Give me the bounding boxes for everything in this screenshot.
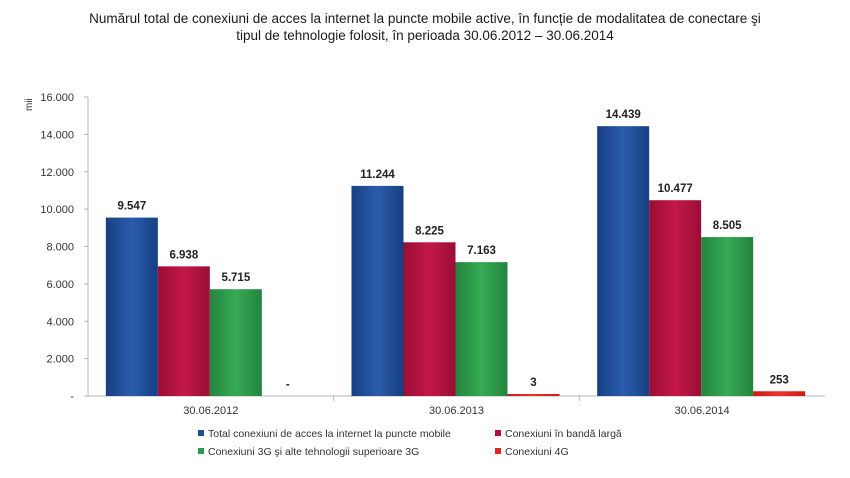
bar xyxy=(701,237,754,396)
data-label: 253 xyxy=(770,374,789,386)
data-label: 14.439 xyxy=(606,109,641,121)
bar xyxy=(507,394,560,396)
y-tick-label: 8.000 xyxy=(46,242,74,254)
bar xyxy=(455,262,508,396)
data-label: 8.225 xyxy=(415,225,444,237)
data-label: 5.715 xyxy=(221,272,250,284)
y-axis-unit-label: mii xyxy=(24,98,35,111)
legend-swatch xyxy=(198,430,204,436)
chart-title: Numărul total de conexiuni de acces la i… xyxy=(0,10,850,44)
y-tick-label: 16.000 xyxy=(40,92,74,104)
y-tick-label: 2.000 xyxy=(46,354,74,366)
data-labels: 9.547 6.938 5.715 - 11.244 8.225 7.163 3 14.439 1… xyxy=(117,109,788,391)
bar xyxy=(209,289,262,396)
data-label: - xyxy=(286,379,290,391)
x-tick-label: 30.06.2013 xyxy=(429,405,484,417)
data-label: 8.505 xyxy=(713,220,742,232)
y-tick-label: 10.000 xyxy=(40,204,74,216)
y-tick-label: 14.000 xyxy=(40,129,74,141)
legend-label: Conexiuni în bandă largă xyxy=(505,428,622,440)
y-tick-label: 12.000 xyxy=(40,167,74,179)
data-label: 9.547 xyxy=(117,201,146,213)
y-tick-label: - xyxy=(70,391,74,403)
bar xyxy=(649,200,702,396)
bar xyxy=(403,242,456,396)
data-label: 6.938 xyxy=(169,249,198,261)
bar xyxy=(351,185,404,396)
x-tick-label: 30.06.2012 xyxy=(183,405,238,417)
legend-label: Total conexiuni de acces la internet la … xyxy=(208,428,451,440)
legend: Total conexiuni de acces la internet la … xyxy=(198,428,622,458)
chart-title-line-2: tipul de tehnologie folosit, în perioada… xyxy=(236,28,614,43)
y-tick-label: 6.000 xyxy=(46,279,74,291)
legend-swatch xyxy=(495,448,501,454)
bar xyxy=(157,266,210,396)
bars xyxy=(105,126,806,396)
data-label: 3 xyxy=(530,377,536,389)
legend-label: Conexiuni 3G şi alte tehnologii superioa… xyxy=(208,446,419,458)
legend-swatch xyxy=(495,430,501,436)
y-tick-label: 4.000 xyxy=(46,316,74,328)
data-label: 7.163 xyxy=(467,245,496,257)
bar xyxy=(105,217,158,396)
legend-swatch xyxy=(198,448,204,454)
data-label: 10.477 xyxy=(658,183,693,195)
chart-title-line-1: Numărul total de conexiuni de acces la i… xyxy=(89,11,761,26)
bar xyxy=(753,391,806,396)
legend-label: Conexiuni 4G xyxy=(505,446,569,458)
bar xyxy=(597,126,650,396)
data-label: 11.244 xyxy=(360,169,395,181)
x-tick-label: 30.06.2014 xyxy=(675,405,730,417)
